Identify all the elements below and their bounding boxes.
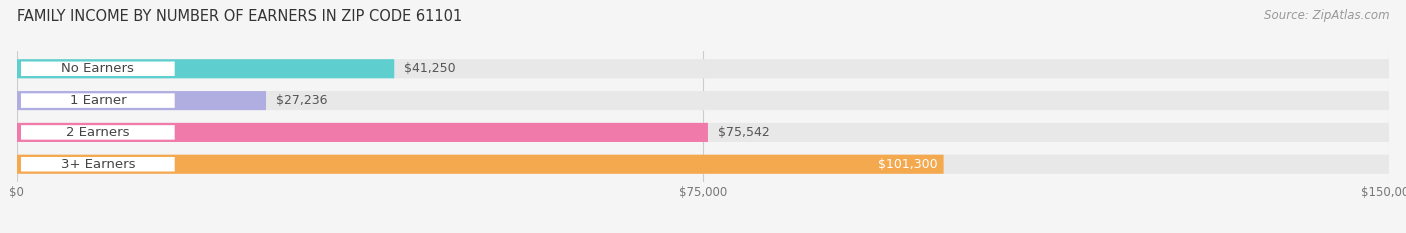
Text: Source: ZipAtlas.com: Source: ZipAtlas.com bbox=[1264, 9, 1389, 22]
FancyBboxPatch shape bbox=[17, 59, 1389, 78]
Text: $27,236: $27,236 bbox=[276, 94, 328, 107]
Text: $101,300: $101,300 bbox=[879, 158, 938, 171]
FancyBboxPatch shape bbox=[17, 91, 266, 110]
Text: No Earners: No Earners bbox=[62, 62, 134, 75]
Text: $75,542: $75,542 bbox=[717, 126, 769, 139]
Text: 3+ Earners: 3+ Earners bbox=[60, 158, 135, 171]
FancyBboxPatch shape bbox=[21, 157, 174, 171]
FancyBboxPatch shape bbox=[17, 91, 1389, 110]
FancyBboxPatch shape bbox=[21, 62, 174, 76]
Text: 2 Earners: 2 Earners bbox=[66, 126, 129, 139]
FancyBboxPatch shape bbox=[17, 59, 394, 78]
FancyBboxPatch shape bbox=[17, 155, 943, 174]
FancyBboxPatch shape bbox=[21, 125, 174, 140]
FancyBboxPatch shape bbox=[21, 93, 174, 108]
Text: FAMILY INCOME BY NUMBER OF EARNERS IN ZIP CODE 61101: FAMILY INCOME BY NUMBER OF EARNERS IN ZI… bbox=[17, 9, 463, 24]
Text: 1 Earner: 1 Earner bbox=[69, 94, 127, 107]
FancyBboxPatch shape bbox=[17, 123, 709, 142]
Text: $41,250: $41,250 bbox=[404, 62, 456, 75]
FancyBboxPatch shape bbox=[17, 155, 1389, 174]
FancyBboxPatch shape bbox=[17, 123, 1389, 142]
